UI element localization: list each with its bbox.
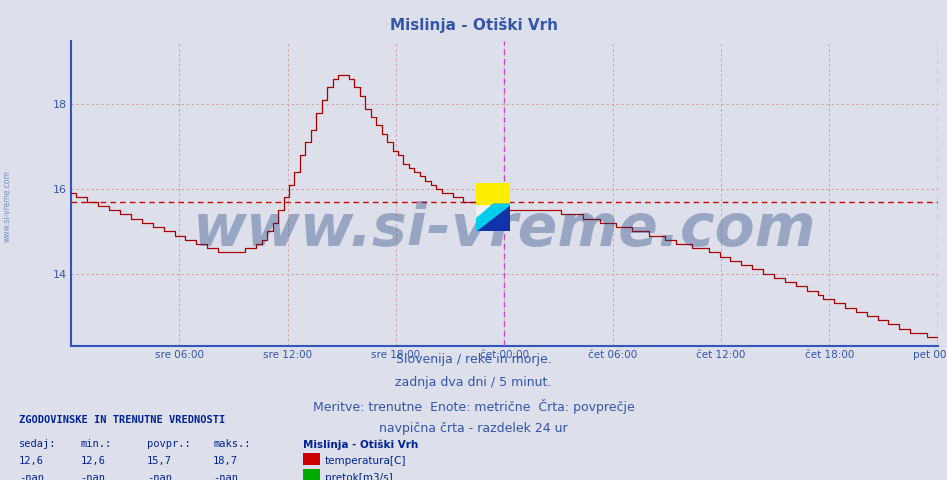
Text: pretok[m3/s]: pretok[m3/s]	[325, 473, 393, 480]
Text: www.si-vreme.com: www.si-vreme.com	[3, 170, 12, 242]
Polygon shape	[475, 204, 510, 231]
Text: -nan: -nan	[213, 473, 238, 480]
Text: -nan: -nan	[80, 473, 105, 480]
Text: min.:: min.:	[80, 439, 112, 449]
Text: -nan: -nan	[19, 473, 44, 480]
Text: 15,7: 15,7	[147, 456, 171, 466]
Polygon shape	[475, 204, 510, 231]
Text: temperatura[C]: temperatura[C]	[325, 456, 406, 466]
Polygon shape	[475, 204, 510, 231]
Polygon shape	[475, 182, 510, 204]
Text: 12,6: 12,6	[80, 456, 105, 466]
Text: 12,6: 12,6	[19, 456, 44, 466]
Text: 18,7: 18,7	[213, 456, 238, 466]
Text: povpr.:: povpr.:	[147, 439, 190, 449]
Text: sedaj:: sedaj:	[19, 439, 57, 449]
Text: zadnja dva dni / 5 minut.: zadnja dva dni / 5 minut.	[395, 376, 552, 389]
Text: ZGODOVINSKE IN TRENUTNE VREDNOSTI: ZGODOVINSKE IN TRENUTNE VREDNOSTI	[19, 415, 225, 425]
Text: Mislinja - Otiški Vrh: Mislinja - Otiški Vrh	[389, 17, 558, 33]
Text: navpična črta - razdelek 24 ur: navpična črta - razdelek 24 ur	[379, 422, 568, 435]
Text: Mislinja - Otiški Vrh: Mislinja - Otiški Vrh	[303, 439, 419, 450]
Text: Slovenija / reke in morje.: Slovenija / reke in morje.	[396, 353, 551, 366]
Text: Meritve: trenutne  Enote: metrične  Črta: povprečje: Meritve: trenutne Enote: metrične Črta: …	[313, 399, 634, 414]
Text: -nan: -nan	[147, 473, 171, 480]
Text: www.si-vreme.com: www.si-vreme.com	[192, 201, 816, 258]
Text: maks.:: maks.:	[213, 439, 251, 449]
